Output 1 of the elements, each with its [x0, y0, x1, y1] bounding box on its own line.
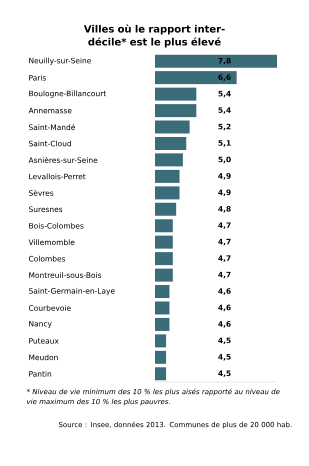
chart-title: Villes où le rapport inter-décile* est le plus élevé — [84, 24, 225, 48]
